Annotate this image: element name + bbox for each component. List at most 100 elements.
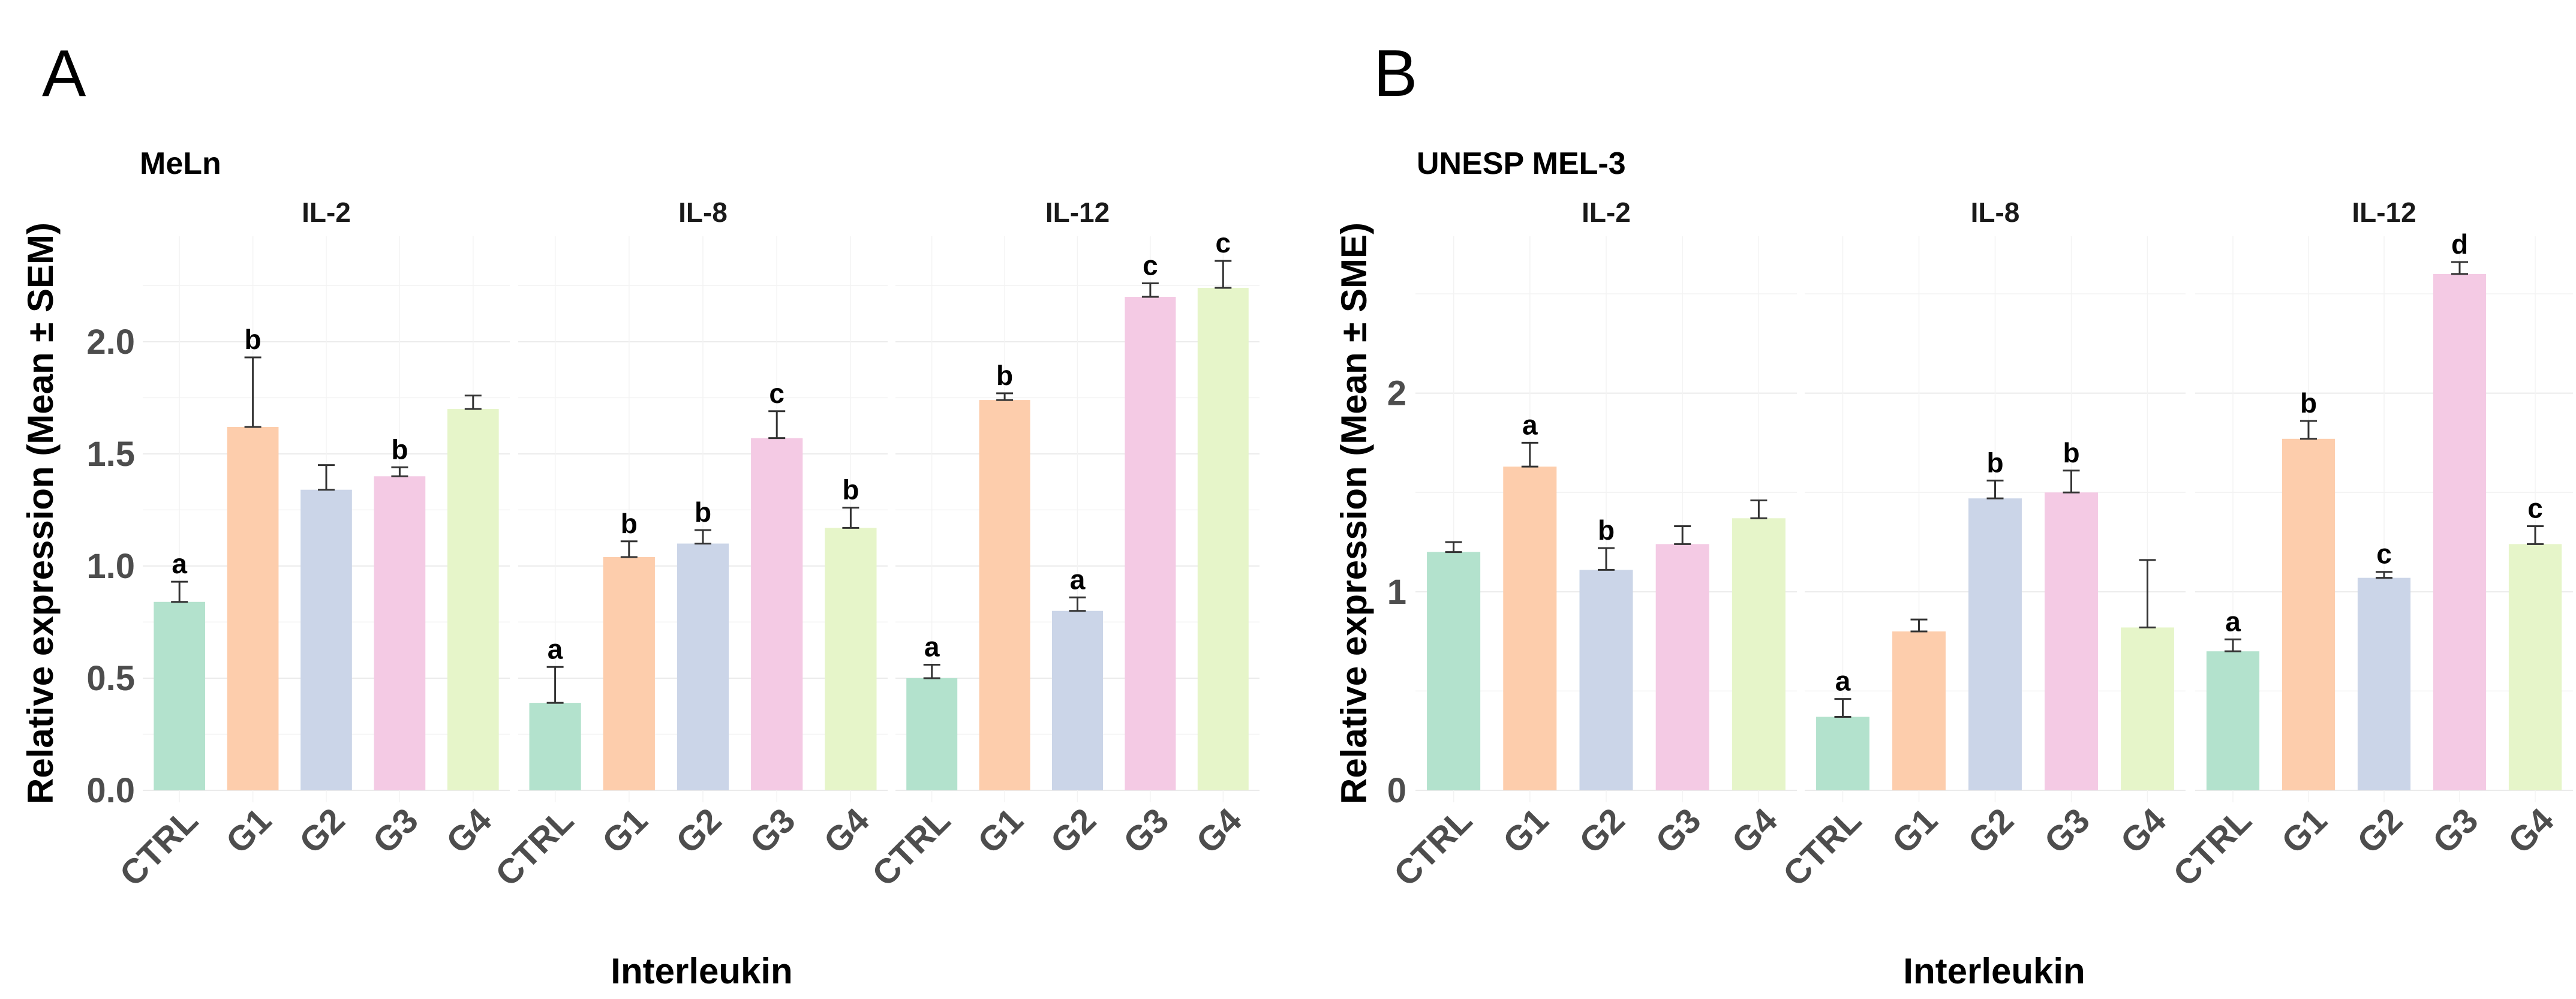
bar-ctrl — [1816, 717, 1869, 790]
x-tick-label: G3 — [365, 801, 426, 861]
bar-g1 — [1892, 631, 1946, 790]
x-tick-label: CTRL — [865, 801, 958, 893]
bar-g4 — [2121, 627, 2174, 790]
facet-strip-label: IL-2 — [1582, 197, 1631, 228]
x-tick-label: G2 — [669, 801, 729, 861]
panel-label: A — [42, 37, 86, 110]
significance-letter: b — [245, 324, 261, 355]
x-tick-label: G4 — [1724, 801, 1785, 861]
significance-letter: a — [1835, 666, 1851, 697]
y-tick-label: 2 — [1387, 374, 1406, 413]
error-bar — [2300, 420, 2317, 440]
error-bar — [768, 410, 786, 440]
significance-letter: a — [172, 548, 187, 579]
error-bar — [391, 466, 408, 477]
bar-g2 — [677, 543, 729, 790]
x-tick-label: G4 — [438, 801, 499, 861]
bar-g2 — [1579, 570, 1633, 790]
significance-letter: a — [548, 633, 563, 664]
x-tick-label: G4 — [2501, 801, 2562, 861]
error-bar — [1910, 618, 1928, 633]
significance-letter: a — [2225, 606, 2241, 637]
bar-g3 — [374, 476, 426, 790]
error-bar — [1069, 596, 1086, 612]
facet-strip-label: IL-12 — [2352, 197, 2416, 228]
y-tick-label: 1 — [1387, 573, 1406, 612]
significance-letter: b — [2300, 387, 2317, 419]
x-tick-label: G3 — [1116, 801, 1177, 861]
bar-ctrl — [529, 703, 581, 790]
significance-letter: b — [695, 497, 711, 528]
significance-letter: c — [2376, 538, 2392, 570]
x-tick-label: G1 — [1495, 801, 1556, 861]
facet-strip-label: IL-2 — [302, 197, 351, 228]
significance-letter: b — [621, 508, 638, 539]
bar-g2 — [300, 489, 352, 790]
error-bar — [2225, 638, 2241, 652]
x-tick-label: CTRL — [1387, 801, 1480, 893]
significance-letter: c — [1143, 250, 1158, 281]
error-bar — [546, 666, 564, 704]
facet-strip-label: IL-8 — [1971, 197, 2020, 228]
x-tick-label: G1 — [218, 801, 279, 861]
bar-g1 — [979, 400, 1030, 790]
bar-ctrl — [1427, 552, 1481, 790]
bar-g2 — [1052, 610, 1103, 790]
x-tick-label: G2 — [2350, 801, 2410, 861]
x-tick-label: G1 — [594, 801, 655, 861]
error-bar — [2376, 571, 2392, 579]
x-tick-label: G4 — [816, 801, 877, 861]
x-tick-label: G3 — [2037, 801, 2097, 861]
significance-letter: b — [996, 360, 1013, 391]
bar-g1 — [227, 426, 279, 790]
error-bar — [923, 664, 940, 679]
y-tick-label: 0.5 — [86, 659, 135, 698]
y-axis-title: Relative expression (Mean ± SEM) — [20, 222, 61, 804]
x-tick-label: CTRL — [112, 801, 205, 893]
significance-letter: a — [1522, 409, 1538, 440]
facet-il-2: IL-2 a CTRL b G1 G2 b G3 G4 — [112, 197, 510, 894]
x-tick-label: CTRL — [488, 801, 581, 893]
error-bar — [2451, 261, 2468, 275]
facet-strip-label: IL-8 — [678, 197, 728, 228]
significance-letter: b — [1986, 447, 2003, 478]
bar-g4 — [1197, 288, 1249, 790]
error-bar — [2063, 470, 2080, 494]
bar-g2 — [1968, 498, 2022, 790]
error-bar — [2527, 525, 2544, 545]
error-bar — [1674, 525, 1691, 545]
facet-il-12: IL-12 a CTRL b G1 a G2 c G3 c G4 — [865, 197, 1260, 894]
error-bar — [996, 392, 1014, 401]
error-bar — [1141, 282, 1159, 298]
error-bar — [620, 540, 638, 558]
bar-ctrl — [154, 601, 206, 790]
panel-label: B — [1373, 37, 1417, 110]
facet-il-8: IL-8 a CTRL G1 b G2 b G3 G4 — [1776, 197, 2186, 894]
facet-il-12: IL-12 a CTRL b G1 c G2 d G3 c G4 — [2166, 197, 2573, 894]
x-axis-title: Interleukin — [1903, 951, 2085, 991]
error-bar — [1521, 441, 1538, 468]
x-tick-label: G3 — [2425, 801, 2486, 861]
x-tick-label: G3 — [1648, 801, 1709, 861]
error-bar — [171, 580, 188, 603]
panel-title: UNESP MEL-3 — [1417, 146, 1626, 181]
facet-il-8: IL-8 a CTRL b G1 b G2 c G3 b G4 — [488, 197, 888, 894]
facet-strip-label: IL-12 — [1045, 197, 1110, 228]
bar-g3 — [2045, 492, 2098, 790]
error-bar — [2139, 559, 2156, 628]
x-tick-label: CTRL — [1776, 801, 1869, 893]
bar-g4 — [825, 528, 877, 790]
bar-g3 — [1125, 297, 1176, 791]
x-tick-label: G1 — [970, 801, 1031, 861]
x-tick-label: CTRL — [2166, 801, 2259, 893]
bar-g2 — [2357, 577, 2411, 790]
bar-g1 — [2282, 438, 2335, 790]
significance-letter: a — [924, 631, 940, 663]
error-bar — [1750, 499, 1768, 519]
significance-letter: d — [2451, 228, 2468, 260]
significance-letter: c — [769, 378, 784, 409]
x-tick-label: G4 — [2113, 801, 2174, 861]
error-bar — [244, 356, 261, 428]
x-axis-title: Interleukin — [611, 951, 792, 991]
